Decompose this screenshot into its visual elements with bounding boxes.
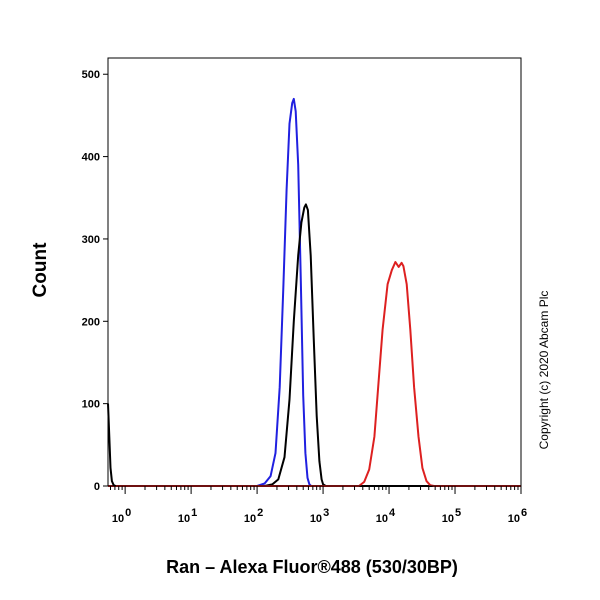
x-tick-exponent: 1 <box>191 507 197 519</box>
x-tick-exponent: 2 <box>257 507 263 519</box>
y-tick-label: 500 <box>82 69 100 81</box>
series-line-3 <box>107 403 117 487</box>
y-axis-title: Count <box>30 242 51 298</box>
x-tick-label: 10 <box>178 513 190 525</box>
x-tick-label: 10 <box>508 513 520 525</box>
x-tick-label: 10 <box>310 513 322 525</box>
x-tick-label: 10 <box>442 513 454 525</box>
y-tick-label: 0 <box>94 481 100 493</box>
x-tick-exponent: 5 <box>455 507 461 519</box>
y-tick-label: 300 <box>82 234 100 246</box>
y-tick-label: 400 <box>82 152 100 164</box>
x-tick-exponent: 3 <box>323 507 329 519</box>
series-line-2 <box>108 261 521 487</box>
x-tick-exponent: 4 <box>389 507 396 519</box>
x-axis-title: Ran – Alexa Fluor®488 (530/30BP) <box>166 557 458 577</box>
y-tick-label: 200 <box>82 316 100 328</box>
x-tick-exponent: 6 <box>521 507 527 519</box>
x-tick-label: 10 <box>244 513 256 525</box>
copyright-text: Copyright (c) 2020 Abcam Plc <box>537 291 551 450</box>
series-line-1 <box>108 203 521 487</box>
plot-frame <box>107 57 522 487</box>
x-tick-label: 10 <box>112 513 124 525</box>
y-tick-label: 100 <box>82 399 100 411</box>
x-tick-label: 10 <box>376 513 388 525</box>
series-line-0 <box>108 97 521 487</box>
x-tick-exponent: 0 <box>125 507 131 519</box>
